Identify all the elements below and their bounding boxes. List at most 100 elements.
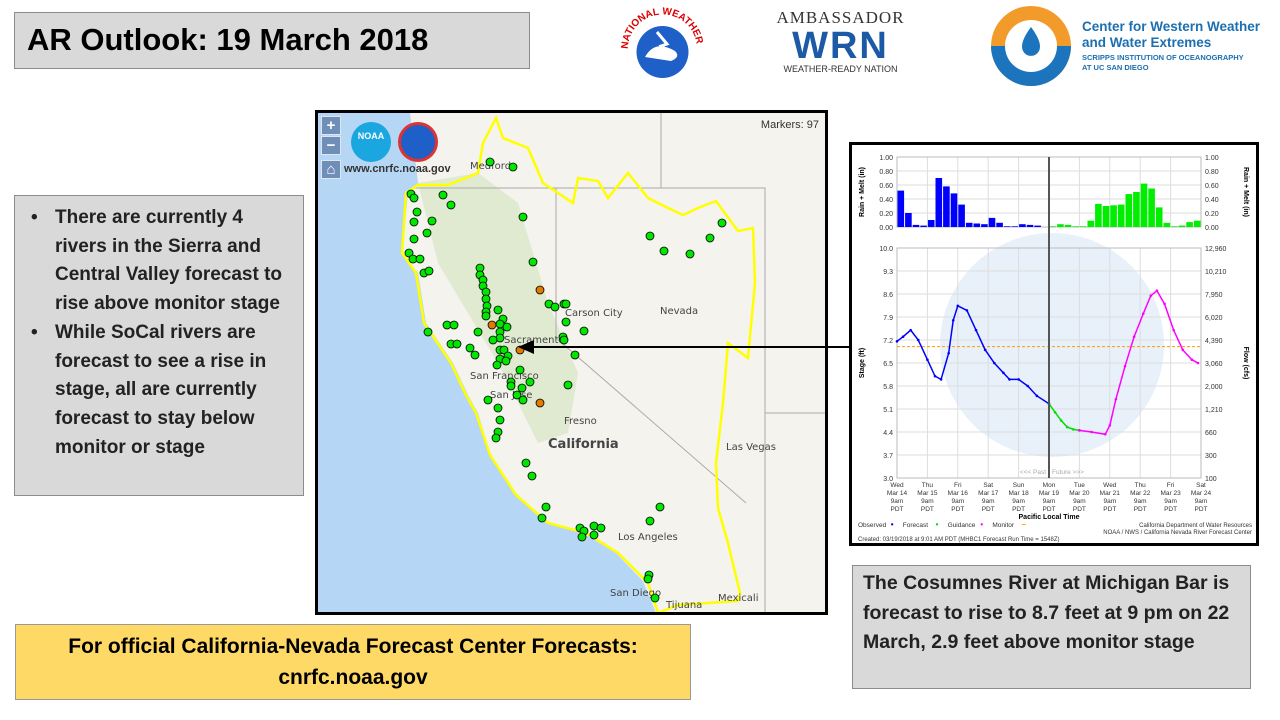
river-gauge-marker[interactable] [512, 390, 522, 400]
river-gauge-marker[interactable] [506, 381, 516, 391]
river-gauge-marker[interactable] [645, 231, 655, 241]
river-gauge-marker[interactable] [655, 502, 665, 512]
river-gauge-marker[interactable] [491, 433, 501, 443]
river-gauge-marker[interactable] [423, 327, 433, 337]
river-gauge-marker[interactable] [570, 350, 580, 360]
river-gauge-marker-monitor[interactable] [535, 398, 545, 408]
observed-precip-bar [958, 204, 965, 227]
river-gauge-marker[interactable] [449, 320, 459, 330]
river-gauge-marker[interactable] [409, 234, 419, 244]
river-gauge-marker[interactable] [518, 395, 528, 405]
river-gauge-marker[interactable] [559, 335, 569, 345]
river-gauge-marker[interactable] [493, 403, 503, 413]
zoom-in-button[interactable]: + [321, 116, 341, 135]
river-gauge-marker[interactable] [485, 157, 495, 167]
bullet-item: While SoCal rivers are forecast to see a… [25, 319, 293, 463]
river-gauge-marker[interactable] [493, 305, 503, 315]
river-gauge-marker[interactable] [705, 233, 715, 243]
river-gauge-marker[interactable] [525, 377, 535, 387]
river-gauge-marker[interactable] [481, 311, 491, 321]
stage-ytick-label: 5.8 [883, 384, 893, 391]
river-gauge-marker[interactable] [502, 322, 512, 332]
legend-marker: • [980, 520, 983, 529]
river-gauge-marker[interactable] [446, 200, 456, 210]
river-gauge-marker[interactable] [550, 302, 560, 312]
river-gauge-marker[interactable] [409, 217, 419, 227]
river-gauge-marker-monitor[interactable] [487, 320, 497, 330]
river-gauge-marker[interactable] [465, 343, 475, 353]
x-tick-label: Sat [983, 482, 993, 489]
river-gauge-marker[interactable] [527, 471, 537, 481]
river-gauge-marker-monitor[interactable] [535, 285, 545, 295]
river-gauge-marker[interactable] [452, 339, 462, 349]
river-gauge-marker[interactable] [495, 415, 505, 425]
forecast-precip-bar [1117, 204, 1125, 227]
river-gauge-marker[interactable] [470, 350, 480, 360]
past-label: <<< Past [1020, 469, 1046, 476]
wrn-subtext: WEATHER-READY NATION [783, 64, 898, 74]
river-gauge-marker[interactable] [643, 574, 653, 584]
river-gauge-marker[interactable] [412, 207, 422, 217]
river-gauge-marker[interactable] [415, 254, 425, 264]
river-gauge-marker[interactable] [563, 380, 573, 390]
observed-precip-bar [981, 224, 988, 227]
footer-link[interactable]: cnrfc.noaa.gov [278, 666, 428, 689]
river-gauge-marker[interactable] [515, 365, 525, 375]
river-gauge-marker[interactable] [473, 327, 483, 337]
observed-stage-point [909, 328, 912, 332]
river-gauge-marker[interactable] [685, 249, 695, 259]
guidance-stage-point [1065, 425, 1069, 429]
river-gauge-marker[interactable] [424, 266, 434, 276]
river-gauge-marker[interactable] [650, 593, 660, 603]
river-gauge-marker[interactable] [422, 228, 432, 238]
monitor-stage-point [1155, 289, 1159, 293]
forecast-precip-bar [1057, 224, 1064, 227]
river-gauge-marker[interactable] [404, 248, 414, 258]
x-tick-label: 9am [1073, 498, 1086, 505]
river-gauge-marker[interactable] [409, 193, 419, 203]
river-gauge-marker[interactable] [645, 516, 655, 526]
river-gauge-marker[interactable] [579, 326, 589, 336]
x-tick-label: Fri [1167, 482, 1175, 489]
cnrfc-river-map[interactable]: Medford Carson City Nevada Sacramento San Fr… [315, 110, 828, 615]
official-forecast-footer: For official California-Nevada Forecast … [15, 624, 691, 700]
river-gauge-marker[interactable] [561, 299, 571, 309]
river-gauge-marker[interactable] [537, 513, 547, 523]
precip-ytick-label: 0.00 [879, 225, 893, 232]
river-gauge-marker[interactable] [427, 216, 437, 226]
x-tick-label: 9am [1195, 498, 1208, 505]
home-button[interactable]: ⌂ [321, 160, 341, 179]
observed-precip-bar [1011, 226, 1019, 227]
precip-ytick-label: 0.40 [879, 197, 893, 204]
river-gauge-marker[interactable] [488, 335, 498, 345]
river-gauge-marker[interactable] [499, 345, 509, 355]
flow-ytick-label: 7,950 [1205, 292, 1223, 299]
river-gauge-marker[interactable] [589, 530, 599, 540]
x-tick-label: Mar 16 [948, 490, 969, 497]
river-gauge-marker[interactable] [596, 523, 606, 533]
river-gauge-marker[interactable] [521, 458, 531, 468]
place-label: Mexicali [718, 593, 758, 604]
river-gauge-marker[interactable] [528, 257, 538, 267]
monitor-stage-point [1108, 424, 1112, 427]
river-gauge-marker[interactable] [577, 532, 587, 542]
guidance-stage-point [1053, 410, 1057, 414]
river-gauge-marker[interactable] [561, 317, 571, 327]
river-gauge-marker[interactable] [483, 395, 493, 405]
river-gauge-marker[interactable] [501, 356, 511, 366]
river-gauge-marker[interactable] [717, 218, 727, 228]
nws-logo: NATIONAL WEATHER SERVICE [611, 0, 710, 97]
river-gauge-marker[interactable] [438, 190, 448, 200]
pointer-arrow [518, 340, 850, 354]
river-gauge-marker[interactable] [518, 212, 528, 222]
river-gauge-marker[interactable] [541, 502, 551, 512]
river-gauge-marker[interactable] [492, 360, 502, 370]
stage-ylabel: Stage (ft) [859, 348, 866, 378]
observed-precip-bar [905, 213, 912, 227]
zoom-out-button[interactable]: − [321, 136, 341, 155]
cw3e-scripps-line1: SCRIPPS INSTITUTION OF OCEANOGRAPHY [1082, 53, 1244, 62]
x-tick-label: PDT [1134, 506, 1147, 513]
river-gauge-marker[interactable] [517, 383, 527, 393]
river-gauge-marker[interactable] [508, 162, 518, 172]
river-gauge-marker[interactable] [659, 246, 669, 256]
